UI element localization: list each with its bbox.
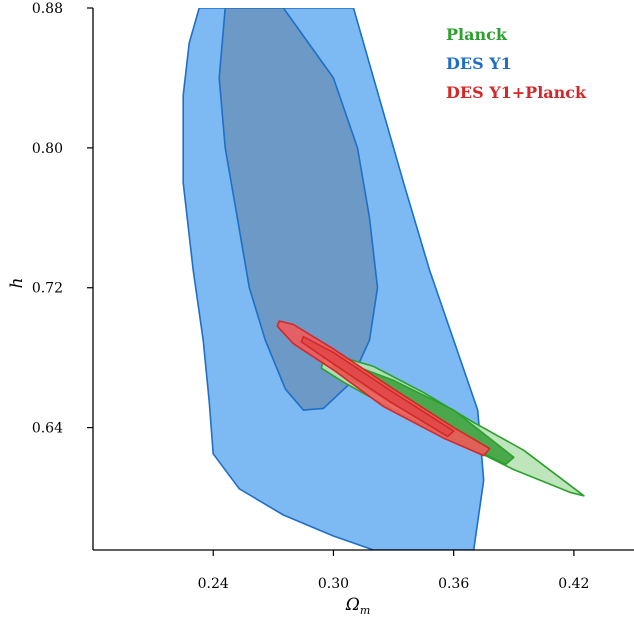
contour-clip-group <box>182 8 585 550</box>
x-ticks: 0.24 0.30 0.36 0.42 <box>198 550 589 592</box>
y-axis-title: h <box>7 278 27 289</box>
y-tick-label: 0.64 <box>32 421 63 437</box>
y-tick-label: 0.88 <box>32 1 63 17</box>
x-axis-title: Ωm <box>345 595 371 617</box>
x-tick-label: 0.30 <box>318 576 349 592</box>
legend-entry-planck: Planck <box>446 25 508 44</box>
contour-layer <box>182 8 585 550</box>
y-ticks: 0.64 0.72 0.80 0.88 <box>32 1 93 437</box>
axes: 0.24 0.30 0.36 0.42 0.64 0.72 0.80 0.88 Ωm h <box>7 1 634 617</box>
legend: Planck DES Y1 DES Y1+Planck <box>446 25 587 102</box>
des-y1-planck-inner-contour <box>300 335 455 438</box>
y-tick-label: 0.80 <box>32 141 63 157</box>
legend-entry-des-y1-planck: DES Y1+Planck <box>446 83 587 102</box>
x-axis-title-symbol: Ω <box>345 595 360 615</box>
des-y1-inner-contour <box>218 8 379 411</box>
x-tick-label: 0.42 <box>558 576 589 592</box>
x-axis-title-subscript: m <box>360 604 370 617</box>
legend-entry-des-y1: DES Y1 <box>446 54 512 73</box>
x-tick-label: 0.24 <box>198 576 229 592</box>
x-tick-label: 0.36 <box>438 576 469 592</box>
y-tick-label: 0.72 <box>32 281 63 297</box>
